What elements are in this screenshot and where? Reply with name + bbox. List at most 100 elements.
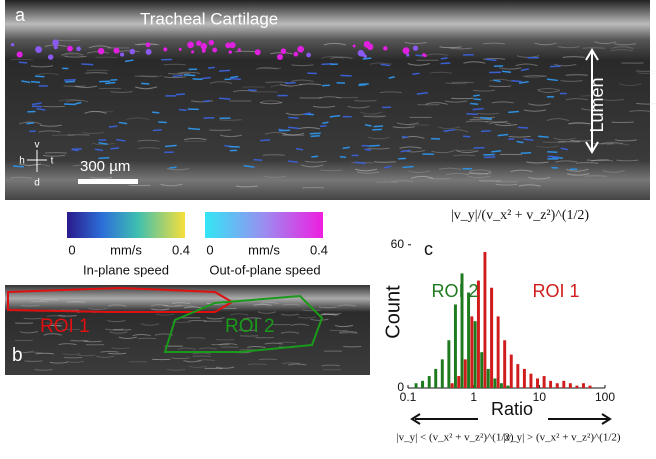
streak bbox=[638, 73, 656, 74]
flow-arrow bbox=[340, 157, 346, 158]
colorbar-min: 0 bbox=[68, 242, 75, 257]
chart-title: |v_y|/(v_x² + v_z²)^(1/2) bbox=[451, 208, 589, 223]
out-of-plane-dot bbox=[293, 52, 298, 57]
streak bbox=[322, 365, 340, 366]
out-of-plane-dot bbox=[229, 50, 232, 53]
flow-arrow bbox=[481, 131, 491, 132]
y-axis-label: Count bbox=[382, 285, 404, 339]
out-of-plane-dot bbox=[179, 48, 182, 51]
colorbar-label: In-plane speed bbox=[83, 262, 169, 277]
flow-arrow bbox=[260, 140, 270, 141]
flow-arrow bbox=[538, 136, 548, 137]
axis-label: h bbox=[19, 156, 25, 167]
flow-arrow bbox=[398, 158, 406, 159]
legend-label: ROI 2 bbox=[431, 281, 478, 301]
scale-bar-label: 300 µm bbox=[80, 158, 130, 175]
bar bbox=[441, 359, 444, 388]
out-of-plane-dot bbox=[383, 46, 388, 51]
flow-arrow bbox=[169, 167, 176, 168]
bar bbox=[543, 376, 546, 388]
flow-arrow bbox=[230, 79, 241, 80]
flow-arrow bbox=[203, 101, 210, 102]
out-of-plane-dot bbox=[212, 48, 217, 53]
flow-arrow bbox=[153, 130, 162, 131]
bar bbox=[589, 386, 592, 388]
bar bbox=[451, 383, 454, 388]
colorbar-min: 0 bbox=[206, 242, 213, 257]
out-of-plane-dot bbox=[277, 54, 283, 60]
flow-arrow bbox=[188, 128, 200, 129]
streak bbox=[636, 71, 656, 72]
bar bbox=[434, 369, 437, 388]
out-of-plane-dot bbox=[120, 53, 124, 57]
flow-arrow bbox=[470, 103, 478, 104]
flow-arrow bbox=[374, 126, 384, 127]
panel-b: ROI 1 ROI 2 b bbox=[5, 285, 370, 375]
panel-a: a Tracheal Cartilage Lumen 300 µm v h t … bbox=[5, 0, 656, 200]
flow-arrow bbox=[441, 58, 448, 59]
x-axis-label: Ratio bbox=[491, 399, 533, 419]
bar bbox=[428, 376, 431, 388]
flow-arrow bbox=[311, 156, 318, 157]
streak bbox=[266, 82, 288, 83]
out-of-plane-dot bbox=[413, 46, 418, 51]
streak bbox=[21, 306, 39, 307]
out-of-plane-dot bbox=[54, 45, 58, 49]
streak bbox=[263, 155, 285, 156]
flow-arrow bbox=[19, 62, 27, 63]
streak bbox=[587, 160, 609, 161]
out-of-plane-dot bbox=[35, 46, 42, 53]
x-tick-label: 1 bbox=[470, 390, 477, 404]
streak bbox=[34, 370, 52, 371]
streak bbox=[374, 162, 396, 163]
flow-arrow bbox=[502, 71, 511, 72]
streak bbox=[583, 48, 605, 49]
flow-arrow bbox=[253, 160, 262, 161]
colorbar-unit: mm/s bbox=[248, 242, 280, 257]
flow-arrow bbox=[547, 152, 557, 153]
flow-arrow bbox=[176, 94, 185, 95]
streak bbox=[25, 361, 43, 362]
out-of-plane-dot bbox=[113, 48, 119, 54]
flow-arrow bbox=[248, 90, 257, 91]
flow-arrow bbox=[229, 146, 240, 147]
bar bbox=[474, 321, 477, 388]
flow-arrow bbox=[402, 137, 408, 138]
flow-arrow bbox=[285, 83, 295, 84]
out-of-plane-dot bbox=[98, 48, 104, 54]
y-tick-label: 60 bbox=[391, 237, 405, 251]
bar bbox=[500, 383, 503, 388]
bar bbox=[454, 304, 457, 388]
out-of-plane-dot bbox=[403, 47, 410, 54]
out-of-plane-dot bbox=[201, 43, 207, 49]
flow-arrow bbox=[26, 123, 33, 124]
flow-arrow bbox=[219, 98, 231, 99]
flow-arrow bbox=[369, 145, 380, 146]
flow-arrow bbox=[184, 75, 195, 76]
flow-arrow bbox=[412, 73, 419, 74]
out-of-plane-dot bbox=[281, 48, 287, 54]
flow-arrow bbox=[179, 109, 187, 110]
out-of-plane-dot bbox=[146, 49, 152, 55]
out-of-plane-dot bbox=[187, 42, 194, 49]
panel-letter: c bbox=[424, 239, 433, 259]
out-of-plane-dot bbox=[297, 46, 304, 53]
flow-arrow bbox=[288, 161, 298, 162]
colorbar bbox=[205, 212, 323, 238]
bar bbox=[556, 383, 559, 388]
out-of-plane-dot bbox=[306, 53, 311, 58]
flow-arrow bbox=[441, 63, 451, 64]
label: Tracheal Cartilage bbox=[140, 9, 278, 28]
colorbars: 0 mm/s 0.4 In-plane speed 0 mm/s 0.4 Out… bbox=[67, 212, 328, 277]
annotation: |v_y| > (v_x² + v_z²)^(1/2) bbox=[503, 432, 620, 444]
bar bbox=[464, 359, 467, 388]
bar bbox=[487, 369, 490, 388]
roi-label: ROI 2 bbox=[225, 316, 275, 337]
out-of-plane-dot bbox=[361, 52, 366, 57]
flow-arrow bbox=[158, 122, 167, 123]
flow-arrow bbox=[340, 75, 351, 76]
streak bbox=[164, 64, 186, 65]
streak bbox=[566, 75, 588, 76]
scale-bar bbox=[78, 179, 138, 184]
